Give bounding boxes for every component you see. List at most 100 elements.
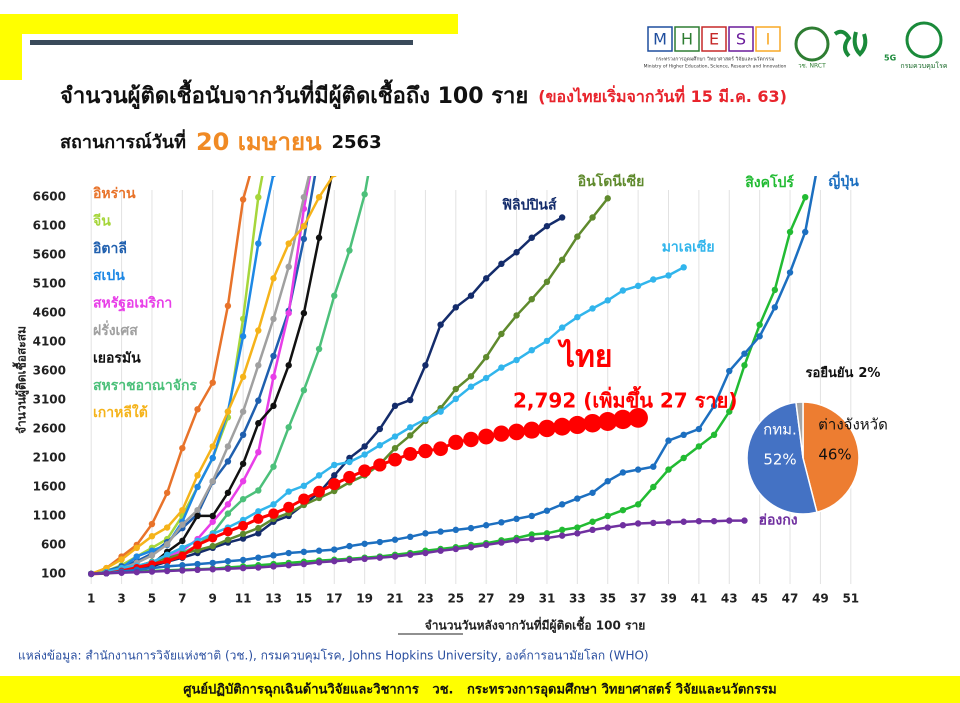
- series-marker: [361, 191, 368, 198]
- series-marker: [589, 489, 596, 496]
- series-marker: [452, 385, 460, 393]
- series-marker: [741, 517, 748, 524]
- logo-box: [701, 26, 727, 52]
- series-marker: [209, 477, 216, 485]
- series-marker: [163, 551, 171, 558]
- series-marker: [619, 506, 627, 514]
- series-marker: [194, 512, 201, 520]
- series-marker: [224, 510, 232, 517]
- series-marker: [209, 512, 216, 520]
- x-tick-label: 37: [630, 592, 647, 606]
- top-band: [0, 14, 458, 34]
- series-marker: [255, 420, 262, 427]
- series-marker: [300, 193, 308, 201]
- series-marker: [239, 460, 247, 467]
- series-marker: [194, 406, 201, 413]
- series-marker: [255, 530, 262, 537]
- series-marker: [255, 448, 262, 456]
- pie-chart: กทม. 52% ต่างจังหวัด 46% รอยืนยัน 2%: [746, 365, 888, 515]
- series-marker: [498, 364, 505, 371]
- series-marker: [452, 304, 460, 311]
- series-label: ไทย: [557, 339, 612, 375]
- x-tick-label: 19: [356, 592, 373, 606]
- series-marker: [741, 362, 748, 369]
- series-marker: [270, 315, 277, 323]
- series-marker: [315, 547, 323, 554]
- series-marker: [239, 530, 247, 538]
- series-marker: [482, 374, 490, 382]
- y-tick-label: 3100: [33, 393, 66, 407]
- series-marker: [574, 233, 581, 240]
- series-marker: [680, 264, 687, 271]
- y-tick-label: 1100: [33, 508, 66, 522]
- series-marker: [467, 524, 475, 532]
- series-marker: [179, 537, 186, 545]
- series-marker: [391, 402, 399, 410]
- series-marker: [680, 518, 687, 525]
- x-tick-label: 27: [478, 592, 495, 606]
- series-marker: [391, 433, 399, 440]
- subtitle: (ของไทยเริ่มจากวันที่ 15 มี.ค. 63): [538, 85, 787, 106]
- series-marker: [771, 304, 779, 311]
- title-main: จำนวนผู้ติดเชื้อนับจากวันที่มีผู้ติดเชื้…: [60, 79, 528, 110]
- series-marker: [255, 240, 262, 247]
- series-marker: [482, 353, 490, 361]
- series-marker: [270, 275, 277, 282]
- series-marker: [558, 501, 566, 508]
- x-tick-label: 43: [721, 592, 738, 606]
- series-marker: [391, 444, 399, 452]
- series-marker: [253, 513, 264, 524]
- series-marker: [209, 559, 216, 567]
- series-marker: [315, 472, 323, 479]
- series-marker: [634, 282, 642, 290]
- series-marker: [493, 425, 510, 442]
- footer-band: [0, 676, 960, 703]
- series-label: มาเลเซีย: [662, 239, 715, 255]
- series-marker: [604, 477, 611, 485]
- series: [87, 517, 748, 578]
- y-axis-label: จำนวนผู้ติดเชื้อสะสม: [12, 326, 30, 434]
- series-marker: [285, 549, 292, 557]
- series-marker: [756, 321, 763, 328]
- series-marker: [255, 193, 262, 201]
- x-tick-label: 23: [417, 592, 434, 606]
- y-tick-label: 6100: [33, 219, 66, 233]
- series-marker: [376, 538, 384, 546]
- series-marker: [558, 214, 566, 221]
- series-marker: [463, 431, 479, 448]
- series-marker: [543, 530, 551, 537]
- series-marker: [574, 495, 581, 502]
- series-marker: [346, 542, 353, 550]
- series-marker: [315, 559, 323, 566]
- series-marker: [613, 409, 633, 430]
- series-label: ฮ่องกง: [758, 513, 797, 529]
- series-marker: [148, 520, 156, 528]
- series-marker: [270, 552, 277, 559]
- series-marker: [650, 519, 657, 527]
- series-marker: [422, 362, 429, 369]
- series-marker: [270, 402, 277, 410]
- series-marker: [574, 524, 581, 531]
- y-tick-label: 4600: [33, 306, 66, 320]
- series-marker: [604, 524, 611, 531]
- x-tick-label: 21: [387, 592, 404, 606]
- series-marker: [209, 379, 216, 386]
- series-marker: [376, 425, 384, 433]
- series-marker: [239, 564, 247, 572]
- x-tick-label: 35: [599, 592, 616, 606]
- series-marker: [361, 540, 368, 547]
- legend-label: สหราชอาณาจักร: [93, 378, 197, 394]
- series-marker: [163, 557, 172, 566]
- series-marker: [695, 443, 703, 450]
- series-marker: [407, 533, 414, 541]
- series-marker: [148, 552, 156, 559]
- series-marker: [422, 415, 429, 423]
- series-marker: [482, 541, 490, 549]
- y-tick-label: 2600: [33, 422, 66, 436]
- series-marker: [118, 569, 125, 576]
- series-marker: [163, 524, 171, 531]
- series-marker: [756, 333, 763, 340]
- x-tick-label: 11: [235, 592, 252, 606]
- series-marker: [558, 532, 566, 539]
